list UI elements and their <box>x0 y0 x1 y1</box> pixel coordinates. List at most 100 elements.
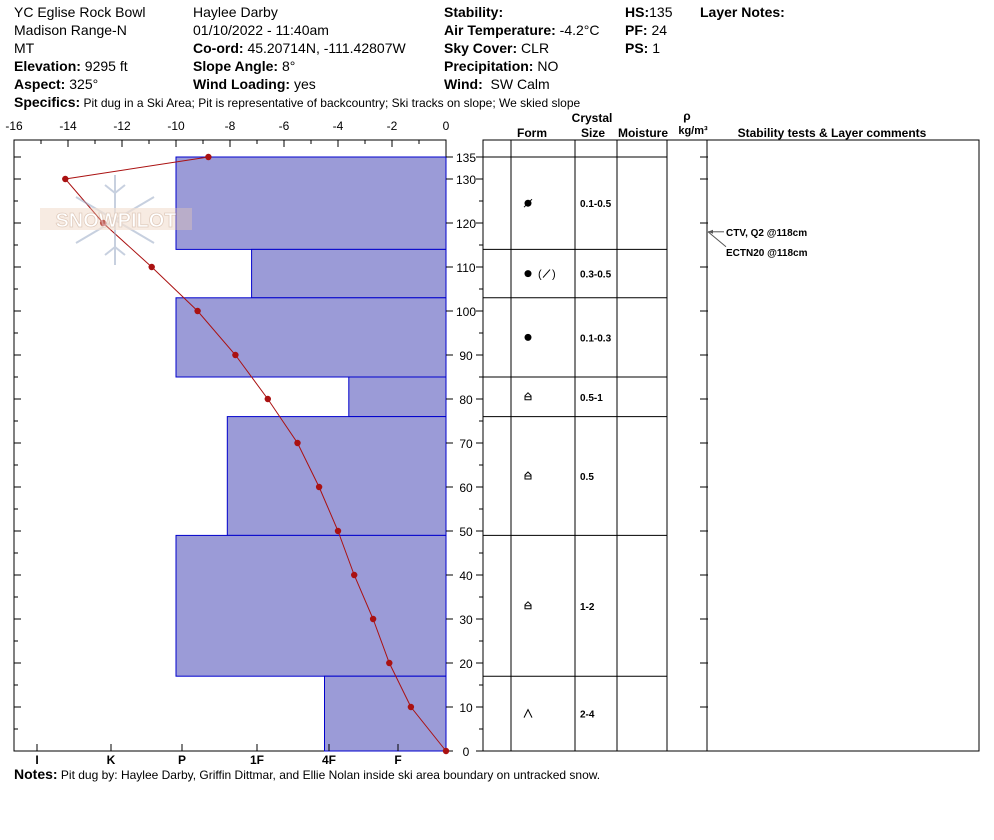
wind-loading: Wind Loading: yes <box>193 76 316 92</box>
hardness-bars <box>175 156 447 752</box>
air-temperature: Air Temperature: -4.2°C <box>444 22 600 38</box>
temperature-tick-label: -8 <box>225 119 236 133</box>
hardness-bar <box>226 416 447 536</box>
coordinates: Co-ord: 45.20714N, -111.42807W <box>193 40 406 56</box>
temperature-point <box>386 659 393 667</box>
temperature-point <box>315 483 323 491</box>
form-header: Form <box>517 126 547 140</box>
layer-size: 0.3-0.5 <box>580 270 612 281</box>
hardness-bar <box>348 376 447 418</box>
height-tick-label: 50 <box>459 525 473 539</box>
arrowhead-icon <box>708 229 713 234</box>
location-name: YC Eglise Rock Bowl <box>14 4 146 20</box>
snowpilot-logo-text: SNOWPILOT <box>55 210 176 232</box>
temperature-point <box>442 747 450 755</box>
temperature-point <box>62 175 69 183</box>
grain-form-rounding-icon <box>523 198 533 208</box>
height-tick-label: 60 <box>459 481 473 495</box>
grain-form-depth-hoar-icon <box>524 471 532 480</box>
aspect: Aspect: 325° <box>14 76 99 92</box>
slope-angle: Slope Angle: 8° <box>193 58 296 74</box>
svg-text:): ) <box>552 269 556 281</box>
temperature-point <box>232 351 239 359</box>
temperature-tick-label: -16 <box>5 119 23 133</box>
hardness-tick-label: 1F <box>250 753 264 767</box>
foot-penetration: PF: 24 <box>625 22 668 38</box>
state: MT <box>14 40 35 56</box>
grain-form-rounded-icon <box>524 333 532 341</box>
mountain-range: Madison Range-N <box>14 22 127 38</box>
stability-test-pointer <box>707 231 727 248</box>
temperature-point <box>407 703 415 711</box>
density-unit-header: kg/m³ <box>678 125 708 137</box>
height-tick-label: 100 <box>456 305 476 319</box>
temperature-point <box>351 571 358 579</box>
hardness-tick-label: P <box>178 753 186 767</box>
hardness-bar <box>175 156 447 250</box>
hardness-tick-label: 4F <box>322 753 336 767</box>
temperature-point <box>148 263 155 271</box>
layer-size: 0.1-0.3 <box>580 333 612 344</box>
hardness-bar <box>175 534 447 677</box>
height-tick-label: 20 <box>459 657 473 671</box>
temperature-point <box>369 615 377 623</box>
height-tick-label: 80 <box>459 393 473 407</box>
stability-test-label: ECTN20 @118cm <box>726 248 808 259</box>
temperature-tick-label: -12 <box>113 119 131 133</box>
height-tick-label: 10 <box>459 701 473 715</box>
snow-height: HS:135 <box>625 4 673 20</box>
moisture-header: Moisture <box>618 126 668 140</box>
size-header: Size <box>581 126 605 140</box>
height-tick-label: 135 <box>456 151 476 165</box>
temperature-tick-label: 0 <box>443 119 450 133</box>
grain-form-rounded-faceted-icon: () <box>524 269 556 281</box>
stability: Stability: <box>444 4 504 20</box>
notes: Notes: Pit dug by: Haylee Darby, Griffin… <box>14 766 601 782</box>
height-tick-label: 120 <box>456 217 476 231</box>
stability-test-label: CTV, Q2 @118cm <box>726 228 807 239</box>
height-tick-label: 70 <box>459 437 473 451</box>
hardness-tick-label: K <box>107 753 116 767</box>
observation-datetime: 01/10/2022 - 11:40am <box>193 22 329 38</box>
height-tick-label: 110 <box>456 261 475 275</box>
layer-size: 0.5-1 <box>580 393 603 404</box>
temperature-profile <box>62 153 450 755</box>
height-tick-label: 40 <box>459 569 473 583</box>
stability-header: Stability tests & Layer comments <box>738 126 927 140</box>
hardness-bar <box>324 675 447 752</box>
temperature-point <box>294 439 301 447</box>
observer-name: Haylee Darby <box>193 4 278 20</box>
specifics: Specifics: Pit dug in a Ski Area; Pit is… <box>14 94 581 110</box>
layer-size: 0.5 <box>580 472 594 483</box>
grain-form-depth-hoar-icon <box>524 392 532 401</box>
hardness-bar <box>251 248 447 299</box>
layer-size: 0.1-0.5 <box>580 199 612 210</box>
height-tick-label: 90 <box>459 349 473 363</box>
axes: -16 -14 -12 -10 -8 -6 -4 -2 0 I K P 1F 4F F 0 10 20 30 40 50… <box>5 119 708 767</box>
layer-table: 0.1-0.5 0.3-0.5 () 0.1-0.3 0.5-1 0.5 1-2 2-4 CTV… <box>483 140 979 752</box>
hardness-tick-label: I <box>35 753 38 767</box>
sky-cover: Sky Cover: CLR <box>444 40 550 56</box>
svg-text:(: ( <box>538 269 542 281</box>
layer-notes-label: Layer Notes: <box>700 4 785 20</box>
layer-size: 2-4 <box>580 710 595 721</box>
temperature-point <box>264 395 271 403</box>
temperature-tick-label: -10 <box>167 119 185 133</box>
height-tick-label: 130 <box>456 173 476 187</box>
height-tick-label: 0 <box>463 745 470 759</box>
ski-penetration: PS: 1 <box>625 40 661 56</box>
hardness-tick-label: F <box>394 753 401 767</box>
temperature-tick-label: -2 <box>387 119 398 133</box>
grain-form-depth-hoar-icon <box>524 601 532 610</box>
grain-form-faceted-icon <box>523 708 533 718</box>
crystal-header: Crystal <box>572 111 613 125</box>
wind: Wind: SW Calm <box>444 76 550 92</box>
snowpilot-logo: SNOWPILOT <box>40 175 192 265</box>
temperature-tick-label: -14 <box>59 119 77 133</box>
height-tick-label: 30 <box>459 613 473 627</box>
temperature-tick-label: -6 <box>279 119 290 133</box>
density-rho-header: ρ <box>683 109 690 123</box>
temperature-point <box>99 219 107 227</box>
temperature-tick-label: -4 <box>333 119 344 133</box>
